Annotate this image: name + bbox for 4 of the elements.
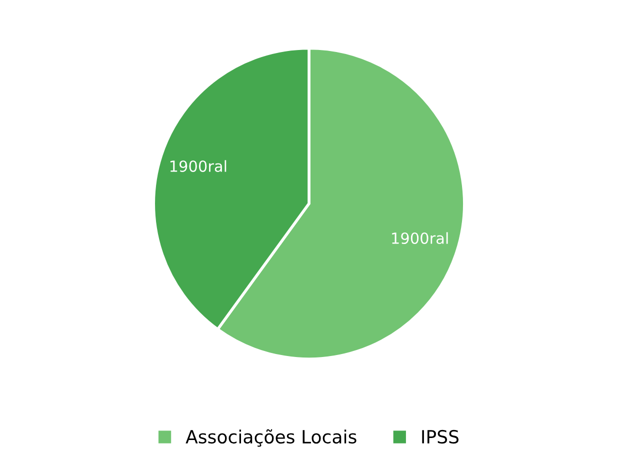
legend-label: Associações Locais [186, 429, 356, 447]
legend-label: IPSS [422, 430, 459, 444]
text: 1900ral [392, 232, 448, 244]
text: 1900ral [170, 160, 226, 172]
